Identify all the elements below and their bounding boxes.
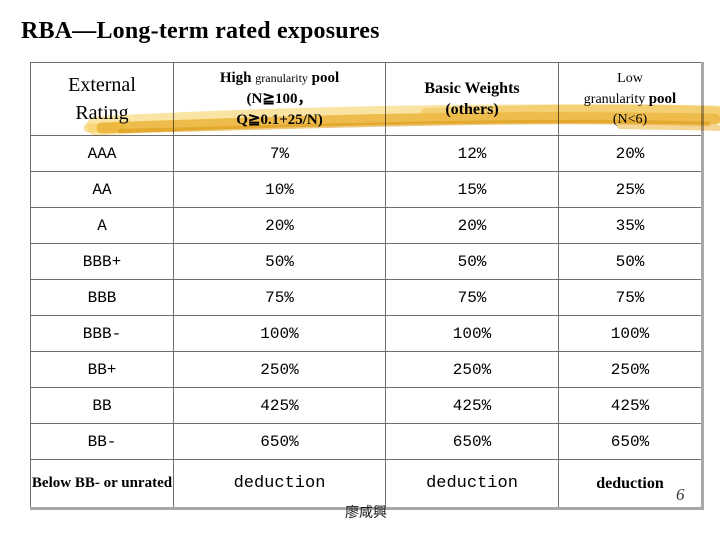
cell-rating: Below BB- or unrated <box>30 459 174 509</box>
header-external-rating: External Rating <box>30 62 174 136</box>
cell-high: 7% <box>173 135 386 172</box>
table-row: BB+ 250% 250% 250% <box>30 351 703 388</box>
table-row: BBB- 100% 100% 100% <box>30 315 703 352</box>
table-row: BBB+ 50% 50% 50% <box>30 243 703 280</box>
header-low-pool-word: pool <box>648 90 677 107</box>
cell-high: 20% <box>173 207 386 244</box>
cell-basic: 15% <box>385 171 559 208</box>
table-row: Below BB- or unrated deduction deduction… <box>30 459 703 509</box>
table-row: BBB 75% 75% 75% <box>30 279 703 316</box>
header-basic-line1: Basic Weights <box>424 80 520 97</box>
header-low-granularity-word: granularity <box>583 91 646 107</box>
cell-basic: 100% <box>385 315 559 352</box>
cell-low: 650% <box>558 423 703 460</box>
cell-high: 425% <box>173 387 386 424</box>
cell-basic: 425% <box>385 387 559 424</box>
table-row: AAA 7% 12% 20% <box>30 135 703 172</box>
slide-title: RBA—Long-term rated exposures <box>21 18 380 44</box>
cell-low: 425% <box>558 387 703 424</box>
cell-low: 35% <box>558 207 703 244</box>
cell-high: 100% <box>173 315 386 352</box>
header-high-granularity-pool: High granularity pool (N≧100， Q≧0.1+25/N… <box>173 62 386 136</box>
cell-rating: BB- <box>30 423 174 460</box>
header-high-formula-line2: Q≧0.1+25/N) <box>236 111 323 128</box>
cell-low: 50% <box>558 243 703 280</box>
cell-basic: 75% <box>385 279 559 316</box>
cell-rating: AAA <box>30 135 174 172</box>
cell-high: 10% <box>173 171 386 208</box>
cell-rating: BB <box>30 387 174 424</box>
header-basic-line2: (others) <box>445 101 499 118</box>
header-low-granularity-pool: Low granularity pool (N<6) <box>558 62 703 136</box>
cell-basic: 20% <box>385 207 559 244</box>
cell-rating: AA <box>30 171 174 208</box>
table-row: AA 10% 15% 25% <box>30 171 703 208</box>
cell-low: 100% <box>558 315 703 352</box>
header-low-condition: (N<6) <box>612 111 648 127</box>
cell-rating: BBB <box>30 279 174 316</box>
cell-low: 25% <box>558 171 703 208</box>
cell-basic: 650% <box>385 423 559 460</box>
header-external-line2: Rating <box>75 102 129 124</box>
cell-rating: BBB- <box>30 315 174 352</box>
table-row: BB- 650% 650% 650% <box>30 423 703 460</box>
cell-high: 50% <box>173 243 386 280</box>
cell-rating: A <box>30 207 174 244</box>
header-pool-word: pool <box>311 69 340 86</box>
risk-weight-table: External Rating High granularity pool (N… <box>30 62 704 510</box>
cell-rating: BB+ <box>30 351 174 388</box>
table-row: BB 425% 425% 425% <box>30 387 703 424</box>
footer-author-name: 廖咸興 <box>345 506 387 521</box>
cell-low: 250% <box>558 351 703 388</box>
cell-high: 75% <box>173 279 386 316</box>
cell-rating: BBB+ <box>30 243 174 280</box>
cell-basic: 12% <box>385 135 559 172</box>
rba-table: External Rating High granularity pool (N… <box>30 62 704 510</box>
cell-low: 75% <box>558 279 703 316</box>
cell-low: 20% <box>558 135 703 172</box>
header-low-line1: Low <box>617 70 643 86</box>
table-row: A 20% 20% 35% <box>30 207 703 244</box>
cell-basic: 250% <box>385 351 559 388</box>
page-number: 6 <box>676 485 685 504</box>
cell-low: deduction <box>558 459 703 509</box>
header-high-formula-line1: (N≧100， <box>246 90 313 107</box>
cell-basic: 50% <box>385 243 559 280</box>
header-high-word: High <box>219 69 252 86</box>
header-basic-weights: Basic Weights (others) <box>385 62 559 136</box>
cell-high: 250% <box>173 351 386 388</box>
cell-high: 650% <box>173 423 386 460</box>
header-row: External Rating High granularity pool (N… <box>30 62 703 136</box>
header-external-line1: External <box>68 74 136 96</box>
cell-high: deduction <box>173 459 386 509</box>
header-granularity-word: granularity <box>255 70 308 85</box>
